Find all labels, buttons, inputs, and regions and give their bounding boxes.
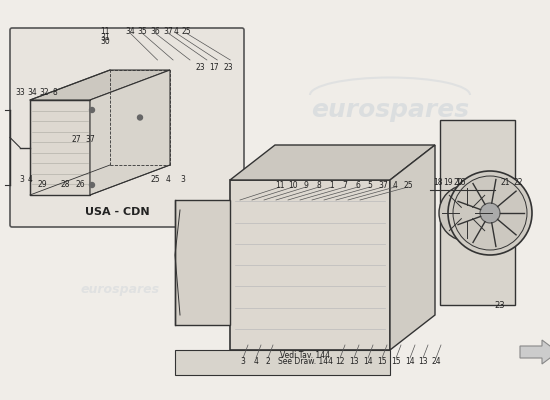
Text: 9: 9 — [304, 180, 309, 190]
Text: 1: 1 — [329, 180, 334, 190]
Text: 8: 8 — [317, 180, 321, 190]
Text: 23: 23 — [195, 63, 205, 72]
Circle shape — [90, 182, 95, 188]
Text: 10: 10 — [288, 180, 298, 190]
Polygon shape — [175, 200, 230, 325]
Text: 13: 13 — [418, 358, 428, 366]
Text: 24: 24 — [431, 358, 441, 366]
Text: 20: 20 — [453, 178, 463, 187]
Text: eurospares: eurospares — [311, 98, 469, 122]
Text: 19: 19 — [443, 178, 453, 187]
Text: 14: 14 — [405, 358, 415, 366]
Polygon shape — [90, 70, 170, 195]
FancyBboxPatch shape — [10, 28, 244, 227]
Text: 29: 29 — [37, 180, 47, 189]
Text: 6: 6 — [355, 180, 360, 190]
Polygon shape — [230, 145, 435, 180]
Text: 4: 4 — [393, 180, 398, 190]
Text: 26: 26 — [75, 180, 85, 189]
Text: 25: 25 — [150, 175, 160, 184]
Text: 11: 11 — [100, 28, 110, 36]
Text: Vedi Tav. 144: Vedi Tav. 144 — [280, 350, 330, 360]
Text: 15: 15 — [391, 358, 401, 366]
Bar — [230, 180, 390, 350]
Text: 34: 34 — [27, 88, 37, 97]
Text: 11: 11 — [275, 180, 285, 190]
Text: 27: 27 — [72, 135, 81, 144]
Text: 2: 2 — [266, 358, 271, 366]
Text: 4: 4 — [254, 358, 258, 366]
Circle shape — [439, 185, 495, 241]
Text: 18: 18 — [433, 178, 443, 187]
Bar — [440, 120, 515, 305]
Text: 3: 3 — [240, 358, 245, 366]
Text: 32: 32 — [39, 88, 49, 97]
Polygon shape — [520, 340, 550, 364]
Circle shape — [480, 203, 500, 223]
Text: 3: 3 — [180, 175, 185, 184]
Text: 12: 12 — [336, 358, 345, 366]
Text: 22: 22 — [513, 178, 522, 187]
Text: 37: 37 — [378, 180, 388, 190]
Text: 15: 15 — [377, 358, 387, 366]
Text: 14: 14 — [363, 358, 373, 366]
Circle shape — [459, 205, 475, 221]
Text: 25: 25 — [181, 28, 191, 36]
Text: 4: 4 — [28, 175, 32, 184]
Text: 5: 5 — [367, 180, 372, 190]
Text: 37: 37 — [163, 28, 173, 36]
Text: USA - CDN: USA - CDN — [85, 207, 149, 217]
Text: 37: 37 — [85, 135, 95, 144]
Text: 25: 25 — [403, 180, 413, 190]
Circle shape — [453, 176, 527, 250]
Text: See Draw. 144: See Draw. 144 — [278, 358, 333, 366]
Text: 34: 34 — [125, 28, 135, 36]
Text: 3: 3 — [20, 175, 24, 184]
Text: 13: 13 — [349, 358, 359, 366]
Bar — [30, 100, 90, 195]
Text: 17: 17 — [209, 63, 219, 72]
Text: 16: 16 — [455, 178, 465, 187]
Circle shape — [138, 115, 142, 120]
Text: 4: 4 — [174, 28, 178, 36]
Text: 33: 33 — [15, 88, 25, 97]
Text: 8: 8 — [53, 88, 57, 97]
Text: 4: 4 — [166, 175, 170, 184]
Polygon shape — [390, 145, 435, 350]
Text: 28: 28 — [60, 180, 70, 189]
Circle shape — [448, 171, 532, 255]
Text: eurospares: eurospares — [80, 284, 160, 296]
Bar — [175, 350, 390, 375]
Text: 23: 23 — [223, 63, 233, 72]
Text: 30: 30 — [100, 38, 110, 46]
Text: 35: 35 — [137, 28, 147, 36]
Text: 23: 23 — [494, 300, 505, 310]
Text: 36: 36 — [150, 28, 160, 36]
Text: 31: 31 — [100, 32, 110, 42]
Text: 21: 21 — [500, 178, 510, 187]
Circle shape — [90, 108, 95, 112]
Text: 7: 7 — [343, 180, 348, 190]
Polygon shape — [30, 70, 170, 100]
